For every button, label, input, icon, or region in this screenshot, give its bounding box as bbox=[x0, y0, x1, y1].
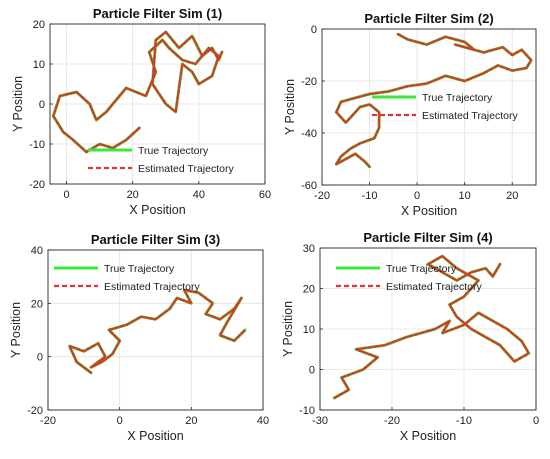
x-tick-label: 20 bbox=[185, 415, 197, 427]
y-tick-label: 0 bbox=[37, 352, 43, 364]
y-tick-label: -40 bbox=[301, 128, 317, 140]
x-tick-label: 10 bbox=[459, 190, 471, 202]
x-tick-label: 20 bbox=[506, 190, 518, 202]
chart-title: Particle Filter Sim (3) bbox=[91, 232, 220, 247]
axes-frame bbox=[321, 28, 537, 186]
chart-panel-4: -30 -20 -10 0 -10 0 10 20 30 Particle Filter Sim … bbox=[281, 230, 539, 443]
chart-panel-2: -20 -10 0 10 20 -60 -40 -20 0 Particle Filter Sim… bbox=[283, 11, 537, 218]
x-tick-label: 0 bbox=[533, 415, 539, 427]
x-tick-label: -20 bbox=[384, 415, 400, 427]
y-tick-label: -10 bbox=[299, 405, 315, 417]
x-tick-label: 0 bbox=[414, 190, 420, 202]
x-tick-label: -30 bbox=[312, 415, 328, 427]
x-axis-label: X Position bbox=[129, 203, 185, 217]
y-tick-label: 0 bbox=[39, 99, 45, 111]
legend-label: Estimated Trajectory bbox=[422, 110, 518, 122]
y-tick-label: -10 bbox=[29, 139, 45, 151]
legend-label: True Trajectory bbox=[386, 263, 457, 275]
estimated-trajectory-line bbox=[335, 33, 533, 168]
y-tick-label: 0 bbox=[311, 24, 317, 36]
y-axis-label: Y Position bbox=[9, 302, 23, 358]
y-axis-label: Y Position bbox=[281, 301, 295, 357]
x-axis-label: X Position bbox=[127, 429, 183, 443]
plot-area bbox=[48, 250, 263, 410]
x-tick-label: 60 bbox=[259, 189, 271, 201]
legend-label: True Trajectory bbox=[138, 145, 209, 157]
y-tick-label: -60 bbox=[301, 180, 317, 192]
legend-label: Estimated Trajectory bbox=[104, 281, 200, 293]
chart-panel-1: 0 20 40 60 -20 -10 0 10 20 Particle Filter Sim (1… bbox=[11, 6, 271, 217]
y-tick-label: 20 bbox=[33, 19, 45, 31]
plot-area bbox=[322, 29, 536, 185]
legend-label: Estimated Trajectory bbox=[386, 281, 482, 293]
axes-frame bbox=[47, 249, 264, 411]
x-tick-label: 0 bbox=[117, 415, 123, 427]
y-axis-label: Y Position bbox=[283, 79, 297, 135]
estimated-trajectory-line bbox=[52, 30, 224, 154]
x-tick-label: -10 bbox=[362, 190, 378, 202]
x-tick-label: -20 bbox=[314, 190, 330, 202]
y-tick-label: 10 bbox=[33, 59, 45, 71]
x-tick-label: 0 bbox=[63, 189, 69, 201]
x-tick-label: -20 bbox=[40, 415, 56, 427]
x-axis-label: X Position bbox=[400, 429, 456, 443]
chart-title: Particle Filter Sim (1) bbox=[93, 6, 222, 21]
x-axis-label: X Position bbox=[401, 204, 457, 218]
legend-label: True Trajectory bbox=[104, 263, 175, 275]
legend-label: True Trajectory bbox=[422, 92, 493, 104]
chart-title: Particle Filter Sim (4) bbox=[363, 230, 492, 245]
y-tick-label: -20 bbox=[27, 405, 43, 417]
legend-label: Estimated Trajectory bbox=[138, 163, 234, 175]
x-tick-label: 20 bbox=[127, 189, 139, 201]
y-tick-label: 0 bbox=[309, 365, 315, 377]
x-tick-label: -10 bbox=[456, 415, 472, 427]
y-tick-label: 10 bbox=[303, 324, 315, 336]
y-tick-label: -20 bbox=[29, 179, 45, 191]
estimated-trajectory-line bbox=[68, 288, 247, 374]
estimated-trajectory-line bbox=[333, 255, 530, 399]
y-tick-label: 30 bbox=[303, 243, 315, 255]
chart-panel-3: -20 0 20 40 -20 0 20 40 Particle Filter Sim (3) X… bbox=[9, 232, 269, 443]
y-tick-label: 20 bbox=[303, 284, 315, 296]
y-tick-label: -20 bbox=[301, 76, 317, 88]
y-axis-label: Y Position bbox=[11, 76, 25, 132]
y-tick-label: 20 bbox=[31, 298, 43, 310]
chart-title: Particle Filter Sim (2) bbox=[364, 11, 493, 26]
x-tick-label: 40 bbox=[257, 415, 269, 427]
x-tick-label: 40 bbox=[193, 189, 205, 201]
y-tick-label: 40 bbox=[31, 245, 43, 257]
